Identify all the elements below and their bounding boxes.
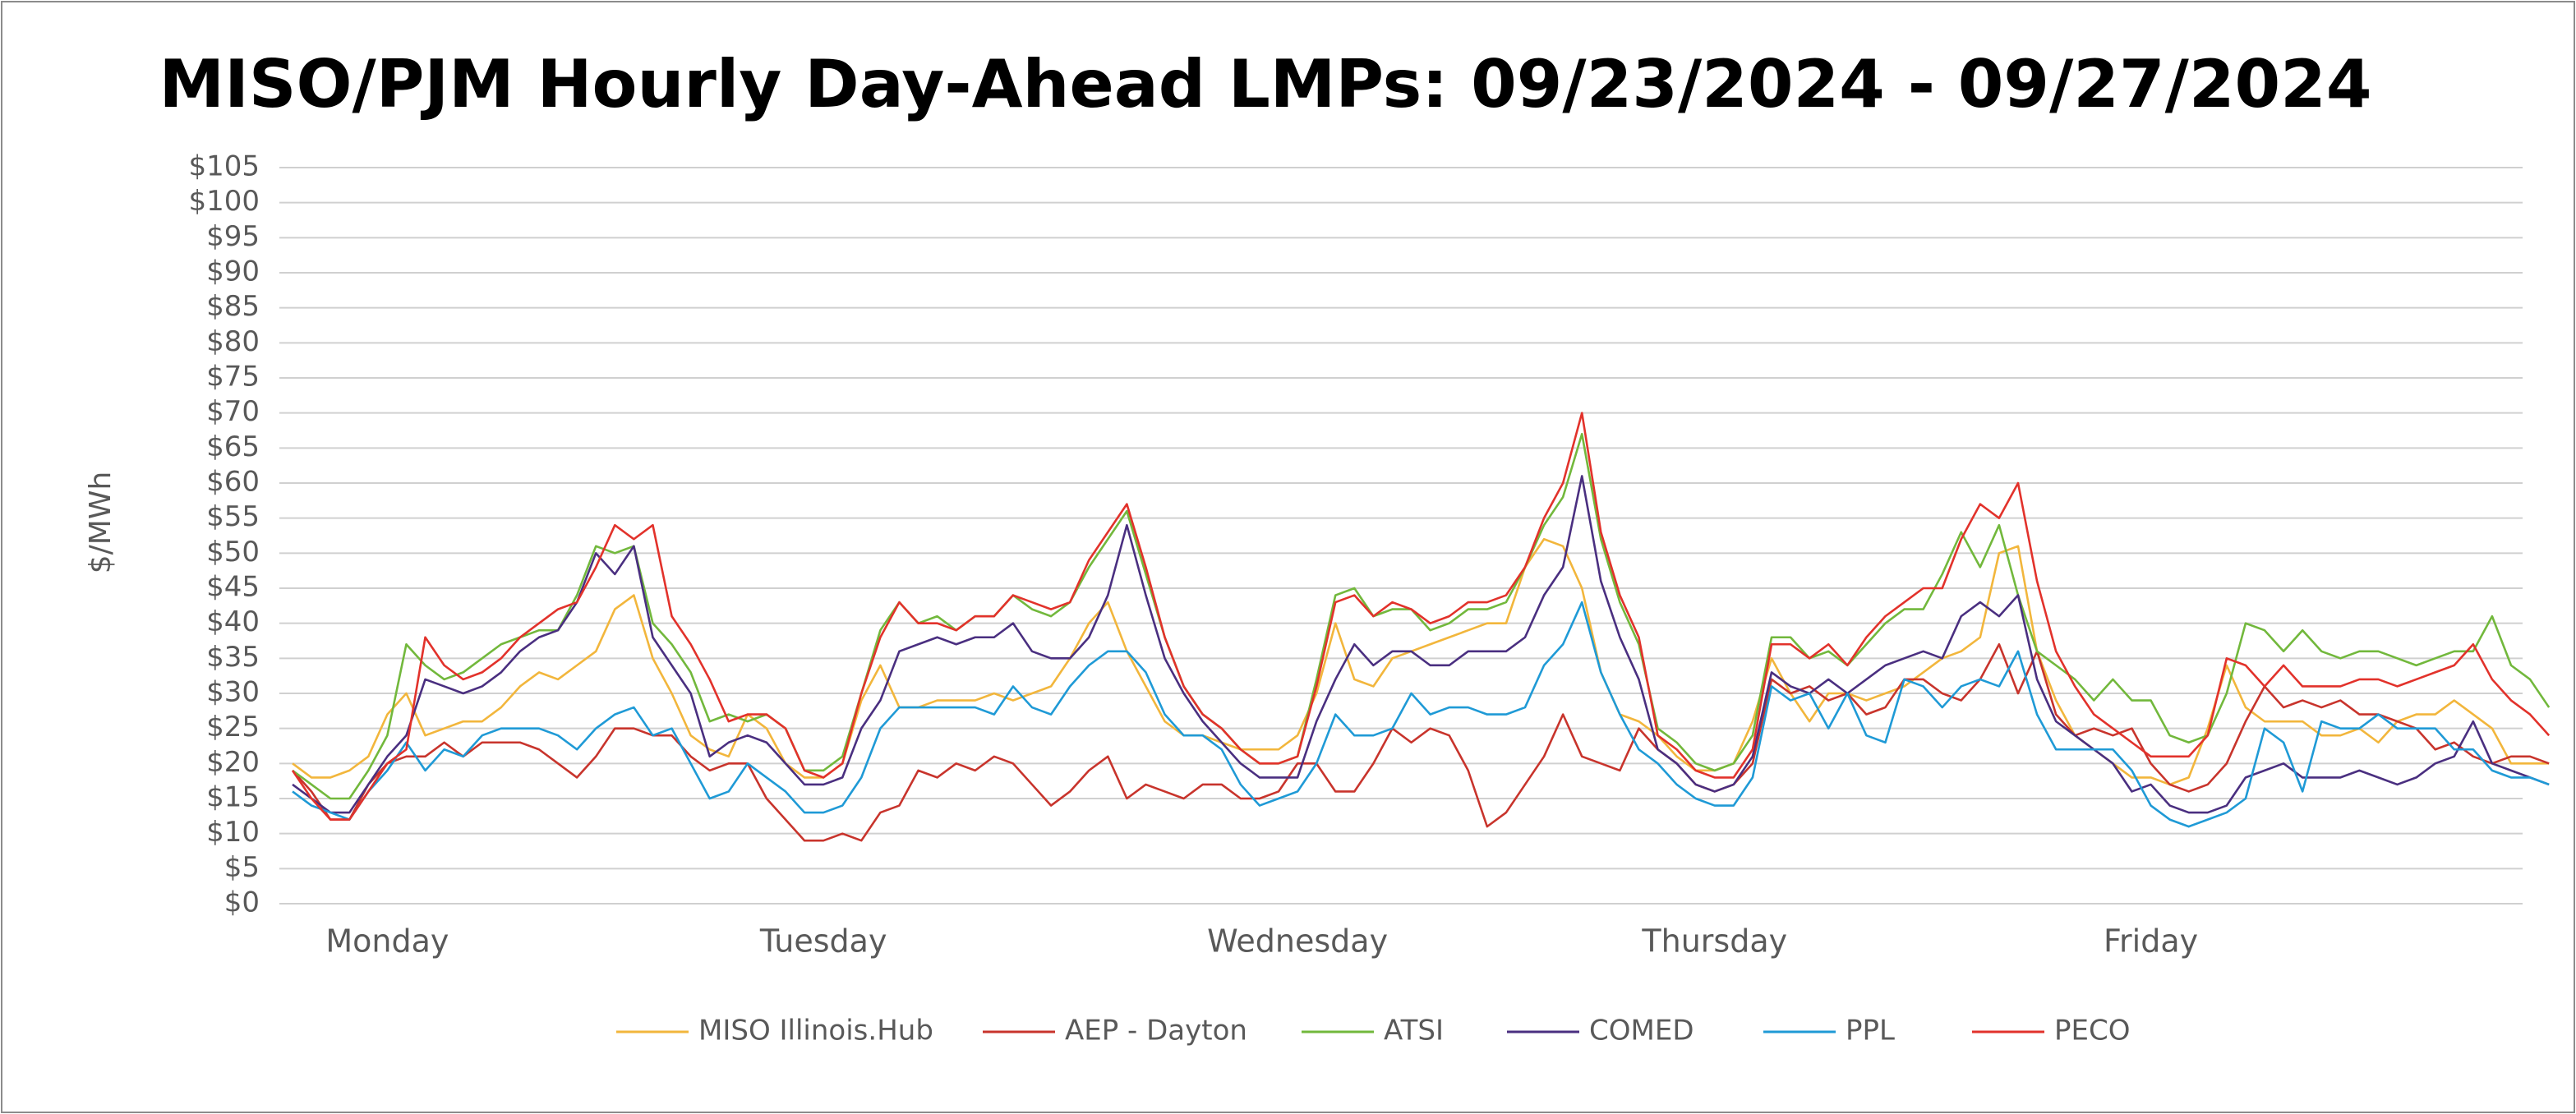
series-line bbox=[292, 432, 2551, 800]
y-tick-label: $65 bbox=[206, 430, 260, 463]
series-line bbox=[292, 642, 2550, 842]
y-tick-label: $25 bbox=[206, 711, 260, 743]
y-tick-label: $35 bbox=[206, 641, 260, 674]
y-axis-label: $/MWh bbox=[84, 472, 118, 574]
legend-label: PPL bbox=[1846, 1015, 1895, 1047]
y-tick-label: $75 bbox=[206, 361, 260, 394]
y-tick-label: $105 bbox=[188, 150, 260, 183]
grid: $0$5$10$15$20$25$30$35$40$45$50$55$60$65… bbox=[188, 150, 2523, 960]
y-tick-label: $40 bbox=[206, 605, 260, 638]
y-tick-label: $45 bbox=[206, 571, 260, 604]
legend-label: PECO bbox=[2054, 1015, 2131, 1047]
y-tick-label: $70 bbox=[206, 395, 260, 428]
legend-label: ATSI bbox=[1384, 1015, 1444, 1047]
legend: MISO Illinois.Hub AEP - Dayton ATSI COMED PP… bbox=[616, 1015, 2131, 1047]
series-line bbox=[291, 412, 2551, 821]
legend-label: COMED bbox=[1589, 1015, 1694, 1047]
y-tick-label: $90 bbox=[206, 255, 260, 288]
y-tick-label: $50 bbox=[206, 536, 260, 569]
x-tick-label: Friday bbox=[2104, 923, 2198, 960]
y-tick-label: $10 bbox=[206, 816, 260, 849]
series-line bbox=[292, 537, 2550, 786]
series-line bbox=[292, 475, 2550, 814]
legend-label: AEP - Dayton bbox=[1065, 1015, 1247, 1047]
y-tick-label: $20 bbox=[206, 746, 260, 779]
y-tick-label: $55 bbox=[206, 500, 260, 533]
chart-title: MISO/PJM Hourly Day-Ahead LMPs: 09/23/20… bbox=[159, 46, 2371, 122]
y-tick-label: $30 bbox=[206, 676, 260, 709]
y-tick-label: $100 bbox=[188, 185, 260, 218]
series-line bbox=[292, 601, 2550, 828]
y-tick-label: $60 bbox=[206, 466, 260, 499]
y-tick-label: $85 bbox=[206, 290, 260, 323]
lines bbox=[291, 412, 2551, 842]
y-tick-label: $15 bbox=[206, 781, 260, 814]
legend-label: MISO Illinois.Hub bbox=[698, 1015, 933, 1047]
y-tick-label: $95 bbox=[206, 220, 260, 253]
y-tick-label: $0 bbox=[224, 886, 260, 919]
x-tick-label: Wednesday bbox=[1207, 923, 1388, 960]
y-tick-label: $80 bbox=[206, 325, 260, 358]
y-tick-label: $5 bbox=[224, 851, 260, 884]
x-tick-label: Tuesday bbox=[759, 923, 887, 960]
x-tick-label: Monday bbox=[325, 923, 449, 960]
x-tick-label: Thursday bbox=[1641, 923, 1787, 960]
